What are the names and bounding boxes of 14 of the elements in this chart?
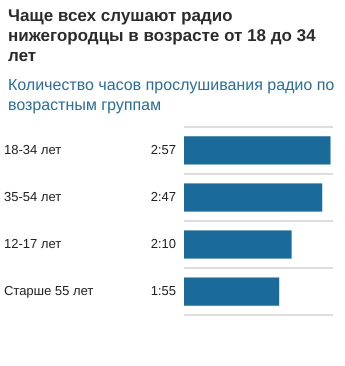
data-label: 2:57 [150, 142, 176, 157]
chart-title: Чаще всех слушают радио нижегородцы в возрасте от 18 до 34 лет [8, 6, 317, 66]
y-tick-label: 35-54 лет [4, 189, 62, 204]
data-label: 1:55 [150, 283, 176, 298]
bar [184, 278, 280, 306]
bar [184, 183, 322, 212]
bar [184, 136, 331, 164]
y-tick-label: 12-17 лет [4, 236, 62, 252]
y-tick-label: 18-34 лет [4, 142, 62, 157]
y-tick-label: Старше 55 лет [4, 283, 94, 298]
data-label: 2:10 [150, 236, 176, 252]
data-label: 2:47 [150, 189, 176, 204]
chart-subtitle: Количество часов прослушивания радио по возрастным группам [8, 76, 336, 116]
bar [184, 230, 292, 259]
